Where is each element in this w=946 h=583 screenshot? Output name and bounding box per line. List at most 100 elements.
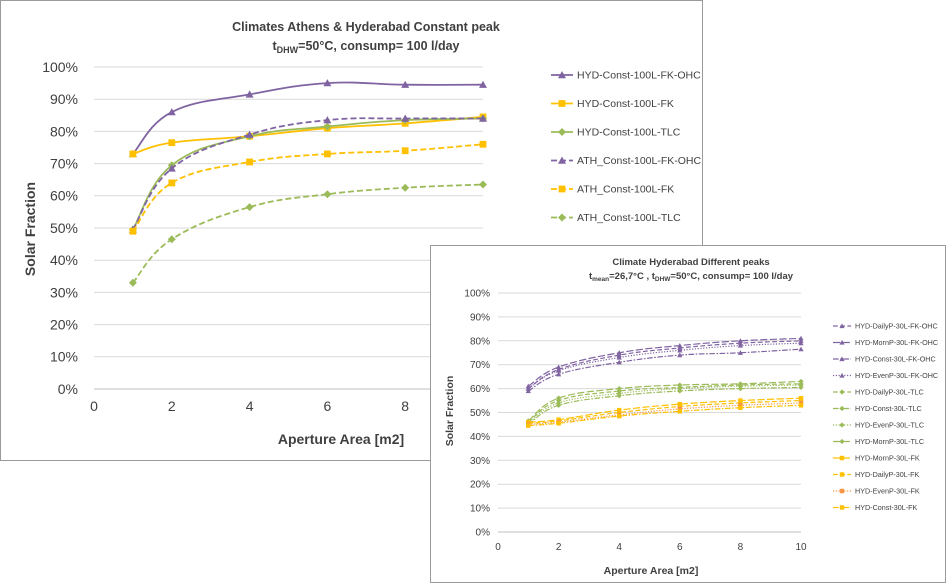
chart1-gridlines: [94, 66, 483, 390]
legend-marker: [839, 438, 845, 445]
legend-label: HYD-MornP-30L-TLC: [855, 437, 924, 446]
y-tick-label: 10%: [470, 504, 490, 515]
data-point: [556, 421, 561, 426]
data-point: [323, 190, 332, 199]
legend-label: ATH_Const-100L-TLC: [577, 212, 681, 224]
chart1-axes: 0% 10% 20% 30% 40% 50% 60% 70% 80% 90% 100% 0 2 4 6 8: [42, 59, 483, 414]
data-point: [401, 183, 410, 192]
legend-label: HYD-EvenP-30L-TLC: [855, 421, 924, 430]
y-tick-label: 30%: [50, 284, 78, 300]
data-point: [167, 108, 176, 116]
data-point: [798, 346, 804, 352]
legend-item: ATH_Const-100L-FK-OHC: [551, 155, 702, 167]
legend-marker: [839, 422, 845, 428]
data-point: [616, 350, 622, 355]
data-point: [479, 140, 487, 148]
legend-item: HYD-Const-30L-FK-OHC: [833, 355, 936, 364]
data-point: [798, 398, 804, 403]
data-point: [677, 345, 683, 351]
series-line: [528, 402, 802, 426]
chart1-subtitle: tDHW=50°C, consump= 100 l/day: [273, 39, 460, 55]
legend-item: HYD-Const-100L-FK-OHC: [551, 70, 701, 82]
legend-item: ATH_Const-100L-TLC: [551, 212, 681, 224]
data-point: [128, 278, 137, 287]
x-tick-label: 0: [90, 398, 98, 414]
chart1-x-axis-label: Aperture Area [m2]: [278, 431, 404, 447]
x-tick-label: 2: [168, 398, 176, 414]
x-tick-label: 6: [677, 542, 683, 553]
chart2-plot-area: [525, 335, 804, 428]
data-point: [616, 354, 622, 360]
chart2-legend: HYD-DailyP-30L-FK-OHC HYD-MornP-30L-FK-OH…: [833, 322, 938, 512]
y-tick-label: 50%: [470, 408, 490, 419]
chart2-svg: Climate Hyderabad Different peaks tmean=…: [444, 257, 938, 577]
data-point: [798, 400, 804, 406]
legend-item: HYD-DailyP-30L-TLC: [833, 388, 924, 397]
series-line: [528, 399, 802, 424]
series-HYD-Const-100L-FK-OHC: [128, 79, 487, 158]
series-HYD-EvenP-30L-FK-OHC: [525, 340, 804, 391]
data-point: [677, 342, 683, 348]
legend-marker: [839, 455, 845, 461]
y-tick-label: 60%: [50, 188, 78, 204]
chart2-gridlines: [498, 292, 801, 533]
data-point: [245, 203, 254, 212]
y-tick-label: 70%: [50, 156, 78, 172]
data-point: [677, 352, 683, 358]
series-HYD-MornP-30L-FK-OHC: [525, 335, 804, 389]
data-point: [323, 79, 332, 87]
data-point: [798, 335, 804, 341]
chart1-y-axis-label: Solar Fraction: [22, 182, 38, 276]
x-tick-label: 4: [616, 542, 622, 553]
data-point: [245, 90, 254, 98]
data-point: [323, 116, 332, 124]
legend-marker: [558, 71, 566, 79]
data-point: [168, 139, 176, 147]
data-point: [479, 80, 487, 88]
chart2-subtitle-part: t: [589, 271, 593, 282]
series-HYD-Const-100L-FK: [129, 113, 487, 158]
data-point: [401, 147, 409, 155]
data-point: [738, 405, 743, 410]
legend-marker: [839, 339, 845, 345]
data-point: [677, 404, 683, 409]
chart1-legend: HYD-Const-100L-FK-OHC HYD-Const-100L-FK HY…: [551, 70, 702, 224]
data-point: [168, 179, 176, 187]
data-point: [556, 364, 562, 370]
x-tick-label: 4: [246, 398, 254, 414]
legend-item: HYD-EvenP-30L-FK-OHC: [833, 371, 938, 380]
legend-marker: [558, 213, 566, 222]
legend-item: HYD-Const-30L-FK: [833, 503, 918, 512]
legend-marker: [839, 323, 845, 329]
data-point: [401, 114, 410, 122]
series-ATH_Const-100L-TLC: [128, 180, 487, 287]
chart2-title: Climate Hyderabad Different peaks: [612, 257, 769, 268]
legend-marker: [839, 472, 845, 477]
legend-marker: [558, 185, 566, 193]
data-point: [401, 80, 410, 88]
series-HYD-Const-30L-FK-OHC: [525, 346, 804, 394]
data-point: [798, 403, 804, 408]
data-point: [737, 350, 743, 355]
series-line: [527, 386, 802, 425]
series-HYD-Const-100L-TLC: [128, 114, 487, 234]
x-tick-label: 8: [401, 398, 409, 414]
x-tick-label: 6: [324, 398, 332, 414]
data-point: [556, 368, 562, 373]
chart1-subtitle-part: t: [273, 39, 278, 53]
data-point: [616, 359, 622, 365]
data-point: [798, 378, 804, 385]
legend-label: HYD-DailyP-30L-FK: [855, 470, 920, 479]
legend-marker: [839, 389, 845, 395]
y-tick-label: 70%: [470, 360, 490, 371]
chart1-svg: Climates Athens & Hyderabad Constant pea…: [22, 20, 702, 447]
legend-label: HYD-EvenP-30L-FK-OHC: [855, 371, 938, 380]
data-point: [798, 338, 804, 343]
data-point: [129, 150, 137, 158]
legend-marker: [839, 488, 845, 494]
series-line: [528, 397, 802, 423]
legend-label: HYD-MornP-30L-FK: [855, 454, 920, 463]
chart2-subtitle-sub2: DHW: [655, 276, 671, 283]
legend-marker: [839, 505, 845, 510]
legend-label: HYD-DailyP-30L-FK-OHC: [855, 322, 938, 331]
